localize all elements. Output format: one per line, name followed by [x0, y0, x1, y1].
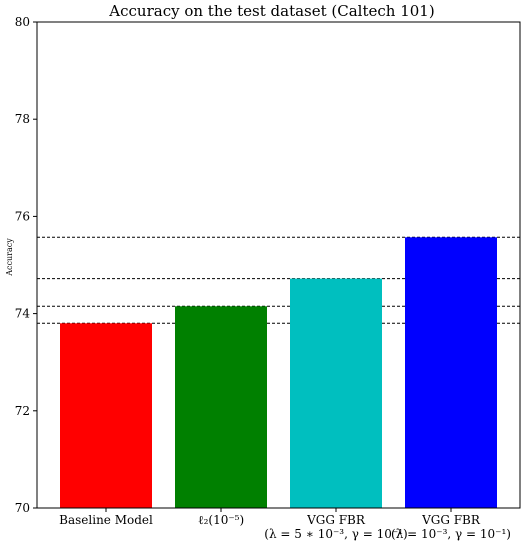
x-tick-sublabel-3: (λ = 5 ∗ 10⁻³, γ = 10⁻¹) [264, 527, 407, 541]
y-tick-label: 72 [15, 404, 30, 418]
x-tick-label-3: VGG FBR [306, 513, 366, 527]
x-tick-sublabel-4: (λ = 10⁻³, γ = 10⁻¹) [391, 527, 511, 541]
y-tick-label: 80 [15, 15, 30, 29]
chart-title: Accuracy on the test dataset (Caltech 10… [108, 2, 434, 20]
bar-3 [290, 278, 382, 508]
y-axis-ticks: 70 72 74 76 78 80 [15, 15, 37, 515]
bar-1 [60, 323, 152, 508]
x-tick-label-1: Baseline Model [59, 513, 153, 527]
y-tick-label: 74 [15, 307, 31, 321]
y-axis-label: Accuracy [5, 238, 14, 277]
bar-2 [175, 306, 267, 508]
x-tick-label-2: ℓ₂(10⁻⁵) [198, 513, 244, 527]
plot-frame [36, 21, 521, 509]
bars-group [60, 237, 497, 509]
bar-4 [405, 237, 497, 509]
x-tick-label-4: VGG FBR [421, 513, 481, 527]
y-tick-label: 76 [15, 209, 30, 223]
y-tick-label: 70 [15, 501, 30, 515]
y-tick-label: 78 [15, 112, 30, 126]
x-axis-ticks: Baseline Model ℓ₂(10⁻⁵) VGG FBR(λ = 5 ∗ 10… [59, 508, 511, 541]
